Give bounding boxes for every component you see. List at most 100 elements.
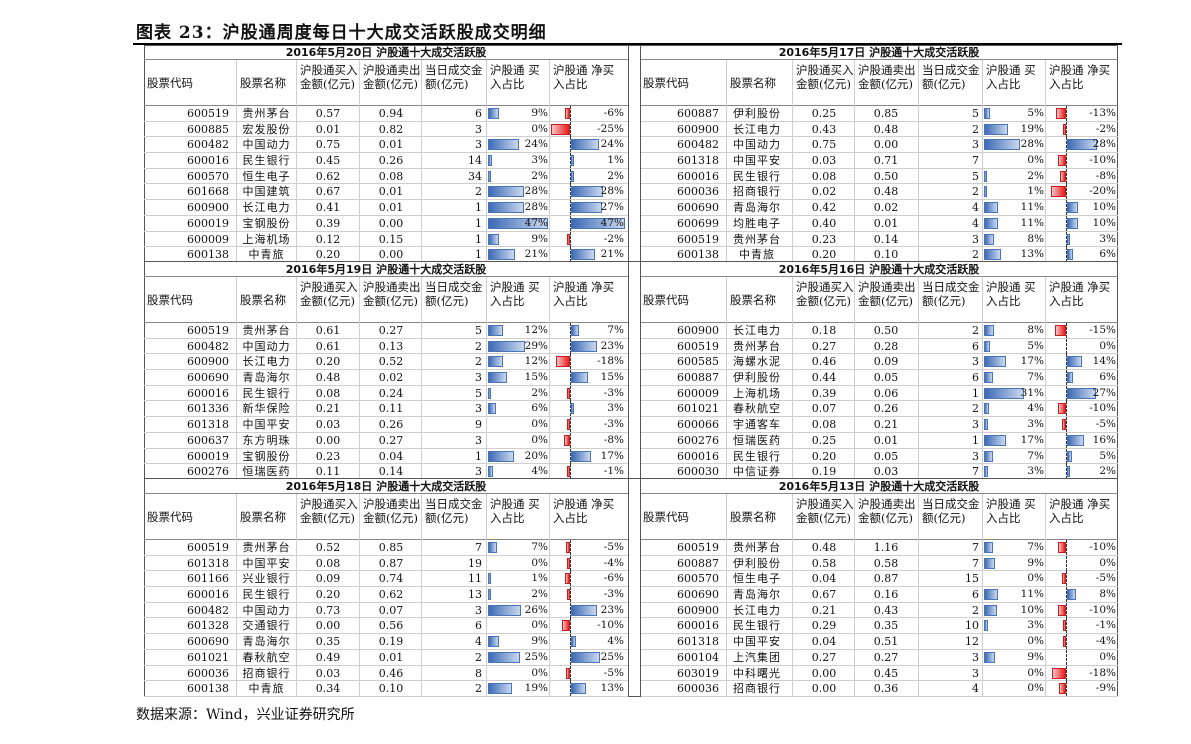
trade-amount: 3	[972, 418, 979, 432]
trade-amount: 3	[475, 603, 482, 617]
stock-code: 600519	[187, 107, 229, 120]
net-share-bar	[571, 683, 586, 695]
buy-share-value: 11%	[1020, 216, 1044, 229]
net-share-value: -6%	[603, 107, 624, 119]
buy-amount: 0.08	[811, 418, 837, 432]
column-header-bshare: 沪股通 买入占比	[986, 63, 1036, 91]
column-header-buy: 沪股通买入金额(亿元)	[300, 63, 358, 91]
sell-amount: 0.01	[378, 650, 404, 664]
zero-axis-line	[1066, 432, 1067, 448]
stock-code: 600482	[187, 339, 229, 353]
column-divider	[549, 277, 550, 479]
buy-share-bar	[984, 325, 995, 336]
zero-axis-line	[1066, 602, 1067, 618]
net-share-bar	[571, 450, 591, 462]
net-share-bar	[571, 604, 598, 616]
column-divider	[1045, 494, 1046, 697]
section-date: 2016年5月16日	[778, 263, 866, 276]
column-header-nshare: 沪股通 净买入占比	[553, 63, 615, 91]
stock-name: 民生银行	[242, 154, 291, 168]
stock-name: 上汽集团	[733, 650, 781, 664]
stock-name: 春秋航空	[733, 402, 781, 416]
column-header-name: 股票名称	[730, 510, 776, 524]
table-frame	[144, 45, 1118, 697]
stock-name: 贵州茅台	[733, 232, 781, 246]
buy-share-bar	[488, 233, 500, 245]
zero-axis-line	[1066, 417, 1067, 433]
column-divider	[792, 277, 793, 479]
table-row: 601336 新华保险 0.21 0.11 3 6% 3%	[144, 401, 628, 418]
buy-share-value: 0%	[1027, 154, 1044, 167]
net-share-value: -4%	[1095, 635, 1116, 648]
sell-amount: 0.26	[378, 418, 404, 432]
net-share-value: 21%	[600, 248, 624, 261]
zero-axis-line	[570, 385, 571, 401]
stock-code: 600482	[677, 138, 719, 152]
stock-code: 600016	[677, 619, 719, 633]
buy-amount: 0.02	[811, 185, 837, 199]
buy-amount: 0.00	[315, 433, 341, 447]
section-date: 2016年5月20日	[285, 46, 373, 59]
buy-amount: 0.00	[811, 666, 837, 680]
buy-share-bar	[984, 620, 988, 632]
buy-amount: 0.39	[315, 216, 341, 230]
stock-code: 600585	[677, 355, 719, 369]
net-share-value: 10%	[1092, 201, 1116, 214]
table-section-right: 2016年5月13日 沪股通十大成交活跃股 股票代码 股票名称 沪股通买入金额(亿元) 沪…	[640, 479, 1118, 697]
net-share-value: 2%	[607, 169, 624, 182]
zero-axis-line	[570, 370, 571, 386]
buy-share-bar	[984, 139, 1020, 151]
net-share-bar-negative	[567, 466, 570, 478]
table-row: 600519 贵州茅台 0.48 1.16 7 7% -10%	[640, 540, 1118, 556]
trade-amount: 3	[475, 433, 482, 447]
column-divider	[726, 494, 727, 697]
column-divider	[236, 60, 237, 262]
table-row: 600519 贵州茅台 0.52 0.85 7 7% -5%	[144, 540, 628, 556]
table-row: 601318 中国平安 0.08 0.87 19 0% -4%	[144, 555, 628, 572]
table-row: 600482 中国动力 0.73 0.07 3 26% 23%	[144, 602, 628, 619]
sell-amount: 0.16	[873, 588, 899, 602]
stock-name: 中青旅	[248, 248, 285, 262]
zero-axis-line	[1066, 370, 1067, 386]
sell-amount: 0.03	[873, 465, 899, 479]
buy-share-value: 0%	[531, 418, 548, 431]
stock-name: 海螺水泥	[733, 355, 781, 369]
trade-amount: 3	[972, 232, 979, 246]
net-share-bar-negative	[567, 589, 570, 601]
net-share-value: -13%	[1089, 107, 1116, 119]
buy-amount: 0.75	[315, 138, 341, 152]
net-share-bar	[1067, 466, 1070, 478]
zero-axis-line	[1066, 231, 1067, 247]
buy-share-bar	[984, 419, 988, 431]
buy-amount: 0.35	[315, 635, 341, 649]
net-share-bar-negative	[1054, 325, 1066, 336]
column-header-buy: 沪股通买入金额(亿元)	[796, 497, 854, 525]
column-header-code: 股票代码	[147, 510, 193, 524]
zero-axis-line	[570, 354, 571, 370]
sell-amount: 0.00	[378, 248, 404, 262]
net-share-bar-negative	[1052, 667, 1066, 679]
net-share-value: -5%	[603, 541, 624, 553]
table-row: 603019 中科曙光 0.00 0.45 3 0% -18%	[640, 665, 1118, 682]
sell-amount: 0.58	[873, 556, 899, 570]
net-share-value: 10%	[1092, 216, 1116, 229]
buy-amount: 0.45	[315, 154, 341, 168]
stock-name: 长江电力	[733, 324, 781, 337]
buy-share-value: 2%	[531, 386, 548, 399]
table-row: 600585 海螺水泥 0.46 0.09 3 17% 14%	[640, 354, 1118, 371]
stock-name: 中科曙光	[733, 666, 781, 680]
zero-axis-line	[570, 153, 571, 169]
net-share-bar	[571, 403, 575, 415]
net-share-bar-negative	[562, 620, 570, 632]
buy-share-bar	[488, 108, 500, 119]
buy-share-bar	[984, 450, 993, 462]
buy-share-value: 0%	[531, 666, 548, 679]
column-header-nshare: 沪股通 净买入占比	[1049, 63, 1111, 91]
zero-axis-line	[570, 231, 571, 247]
net-share-value: -2%	[1095, 122, 1116, 135]
buy-share-value: 6%	[531, 402, 548, 415]
table-row: 601166 兴业银行 0.09 0.74 11 1% -6%	[144, 571, 628, 588]
buy-share-value: 8%	[1027, 232, 1044, 245]
buy-share-value: 28%	[1020, 138, 1044, 151]
net-share-bar-negative	[567, 233, 570, 245]
